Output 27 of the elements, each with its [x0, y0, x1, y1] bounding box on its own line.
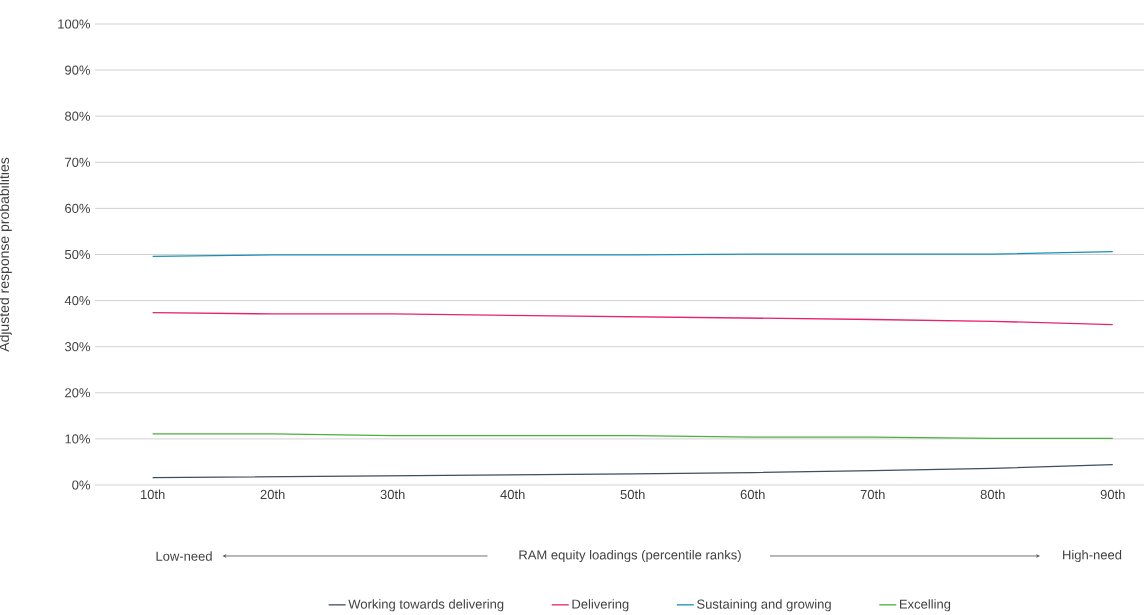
y-tick-label: 30%: [64, 342, 91, 352]
legend-label: Working towards delivering: [348, 599, 504, 612]
x-tick-label: 70th: [860, 489, 885, 500]
text: Low-need: [156, 551, 212, 561]
x-tick-label: 90th: [1100, 489, 1125, 500]
x-tick-label: 80th: [980, 489, 1005, 500]
y-tick-label: 80%: [65, 111, 91, 121]
legend-label: Sustaining and growing: [697, 599, 831, 612]
x-tick-label: 10th: [140, 489, 165, 500]
y-tick-label: 90%: [65, 65, 91, 75]
y-tick-label: 0%: [72, 480, 91, 490]
legend-label: Excelling: [899, 599, 951, 612]
x-axis-title: RAM equity loadings (percentile ranks): [519, 549, 741, 563]
y-tick-label: 20%: [65, 388, 91, 398]
y-tick-label: 10%: [65, 434, 91, 444]
x-tick-label: 20th: [260, 489, 285, 500]
x-tick-label: 50th: [620, 489, 645, 500]
y-tick-label: 100%: [58, 19, 91, 29]
text: High-need: [1063, 549, 1122, 563]
x-tick-label: 30th: [380, 489, 405, 500]
x-tick-label: 40th: [500, 489, 525, 500]
y-tick-label: 70%: [65, 157, 91, 167]
y-tick-label: 60%: [65, 203, 91, 213]
y-tick-label: 40%: [64, 295, 91, 306]
x-tick-label: 60th: [740, 489, 765, 500]
y-tick-label: 50%: [64, 249, 91, 260]
legend-label: Delivering: [572, 599, 629, 612]
